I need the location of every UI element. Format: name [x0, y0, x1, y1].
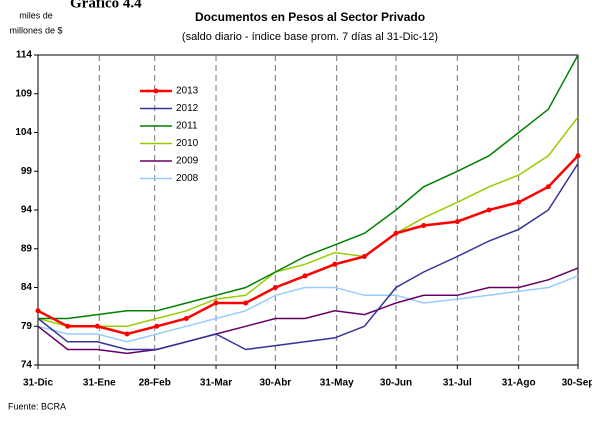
y-axis-label: millones de $: [9, 25, 62, 35]
chart-title: Documentos en Pesos al Sector Privado: [195, 10, 425, 24]
source: Fuente: BCRA: [8, 401, 66, 411]
y-tick-label: 104: [15, 127, 32, 138]
series-line: [37, 163, 579, 351]
x-tick-label: 30-Sep: [562, 378, 592, 389]
series-marker: [183, 316, 189, 321]
x-tick-label: 31-Dic: [23, 378, 53, 389]
x-tick-label: 30-Jun: [380, 378, 412, 389]
series-marker: [35, 308, 41, 314]
series-line: [37, 116, 579, 328]
series-marker: [302, 273, 308, 279]
legend-label: 2008: [176, 173, 199, 184]
series-marker: [361, 254, 367, 259]
series-line: [37, 275, 579, 343]
chart-subtitle: (saldo diario - índice base prom. 7 días…: [182, 31, 438, 43]
y-tick-label: 79: [21, 321, 33, 332]
legend-label: 2011: [176, 121, 198, 132]
series-marker: [393, 230, 399, 236]
series-marker: [332, 261, 338, 267]
x-tick-label: 31-Ago: [502, 378, 536, 389]
series-marker: [421, 223, 427, 228]
series-marker: [575, 153, 581, 159]
series-line: [38, 54, 579, 320]
plot-frame: [37, 54, 579, 366]
legend-label: 2012: [176, 103, 199, 114]
series-marker: [94, 323, 100, 329]
y-tick-label: 74: [21, 360, 33, 371]
series-marker: [454, 219, 460, 225]
series-marker: [272, 285, 278, 290]
y-tick-label: 84: [21, 282, 33, 293]
y-tick-label: 114: [16, 50, 33, 61]
series-marker: [243, 300, 249, 306]
legend-label: 2009: [176, 156, 199, 167]
legend-label: 2013: [176, 86, 199, 97]
series-marker: [124, 331, 130, 337]
x-tick-label: 31-Mar: [200, 378, 232, 389]
series-marker: [545, 184, 551, 190]
series-line: [37, 154, 579, 336]
x-tick-label: 31-Jul: [443, 378, 472, 389]
series-marker: [516, 199, 522, 205]
x-tick-label: 30-Abr: [260, 378, 292, 389]
legend-marker: [153, 88, 159, 94]
x-tick-label: 31-May: [320, 378, 354, 389]
y-tick-label: 109: [15, 88, 32, 99]
series-marker: [154, 323, 160, 329]
y-tick-label: 99: [21, 166, 33, 177]
series-marker: [65, 323, 71, 329]
heading: Gráfico 4.4: [70, 0, 142, 11]
x-tick-label: 28-Feb: [139, 378, 171, 389]
x-tick-label: 31-Ene: [83, 378, 116, 389]
y-tick-label: 89: [21, 243, 33, 254]
series-marker: [213, 300, 219, 306]
series-line: [37, 267, 579, 355]
legend-label: 2010: [176, 138, 199, 149]
y-tick-label: 94: [21, 205, 33, 216]
y-axis-label: miles de: [19, 10, 53, 20]
series-marker: [486, 207, 492, 213]
